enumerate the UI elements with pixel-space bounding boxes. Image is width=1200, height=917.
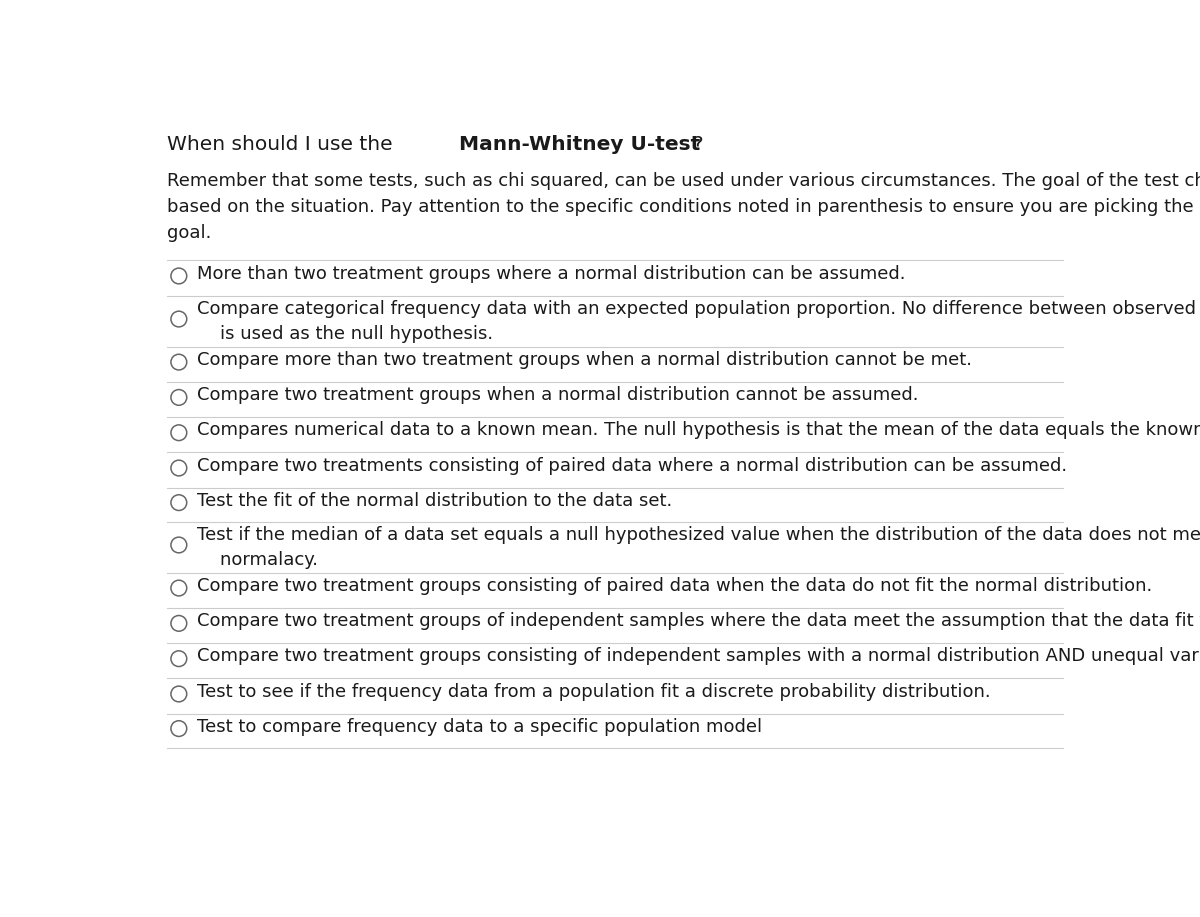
- Ellipse shape: [170, 268, 187, 284]
- Ellipse shape: [170, 390, 187, 405]
- Text: Compare two treatment groups consisting of independent samples with a normal dis: Compare two treatment groups consisting …: [198, 647, 1200, 666]
- Text: Compare categorical frequency data with an expected population proportion. No di: Compare categorical frequency data with …: [198, 300, 1200, 343]
- Ellipse shape: [170, 495, 187, 511]
- Ellipse shape: [170, 721, 187, 736]
- Text: ?: ?: [692, 135, 703, 154]
- Text: More than two treatment groups where a normal distribution can be assumed.: More than two treatment groups where a n…: [198, 265, 906, 282]
- Ellipse shape: [170, 354, 187, 370]
- Text: Compare two treatments consisting of paired data where a normal distribution can: Compare two treatments consisting of pai…: [198, 457, 1068, 475]
- Text: Mann-Whitney U-test: Mann-Whitney U-test: [460, 135, 701, 154]
- Text: Compare two treatment groups consisting of paired data when the data do not fit : Compare two treatment groups consisting …: [198, 577, 1153, 595]
- Text: Compare two treatment groups when a normal distribution cannot be assumed.: Compare two treatment groups when a norm…: [198, 386, 919, 404]
- Ellipse shape: [170, 311, 187, 326]
- Text: Test to see if the frequency data from a population fit a discrete probability d: Test to see if the frequency data from a…: [198, 682, 991, 701]
- Ellipse shape: [170, 686, 187, 702]
- Text: When should I use the: When should I use the: [167, 135, 398, 154]
- Text: Test to compare frequency data to a specific population model: Test to compare frequency data to a spec…: [198, 718, 762, 736]
- Ellipse shape: [170, 580, 187, 596]
- Text: Compare more than two treatment groups when a normal distribution cannot be met.: Compare more than two treatment groups w…: [198, 351, 972, 369]
- Ellipse shape: [170, 651, 187, 667]
- Text: Compare two treatment groups of independent samples where the data meet the assu: Compare two treatment groups of independ…: [198, 612, 1200, 630]
- Text: Test the fit of the normal distribution to the data set.: Test the fit of the normal distribution …: [198, 492, 673, 510]
- Text: Test if the median of a data set equals a null hypothesized value when the distr: Test if the median of a data set equals …: [198, 526, 1200, 569]
- Ellipse shape: [170, 425, 187, 440]
- Ellipse shape: [170, 615, 187, 631]
- Text: Remember that some tests, such as chi squared, can be used under various circums: Remember that some tests, such as chi sq…: [167, 172, 1200, 241]
- Ellipse shape: [170, 537, 187, 553]
- Ellipse shape: [170, 460, 187, 476]
- Text: Compares numerical data to a known mean. The null hypothesis is that the mean of: Compares numerical data to a known mean.…: [198, 422, 1200, 439]
